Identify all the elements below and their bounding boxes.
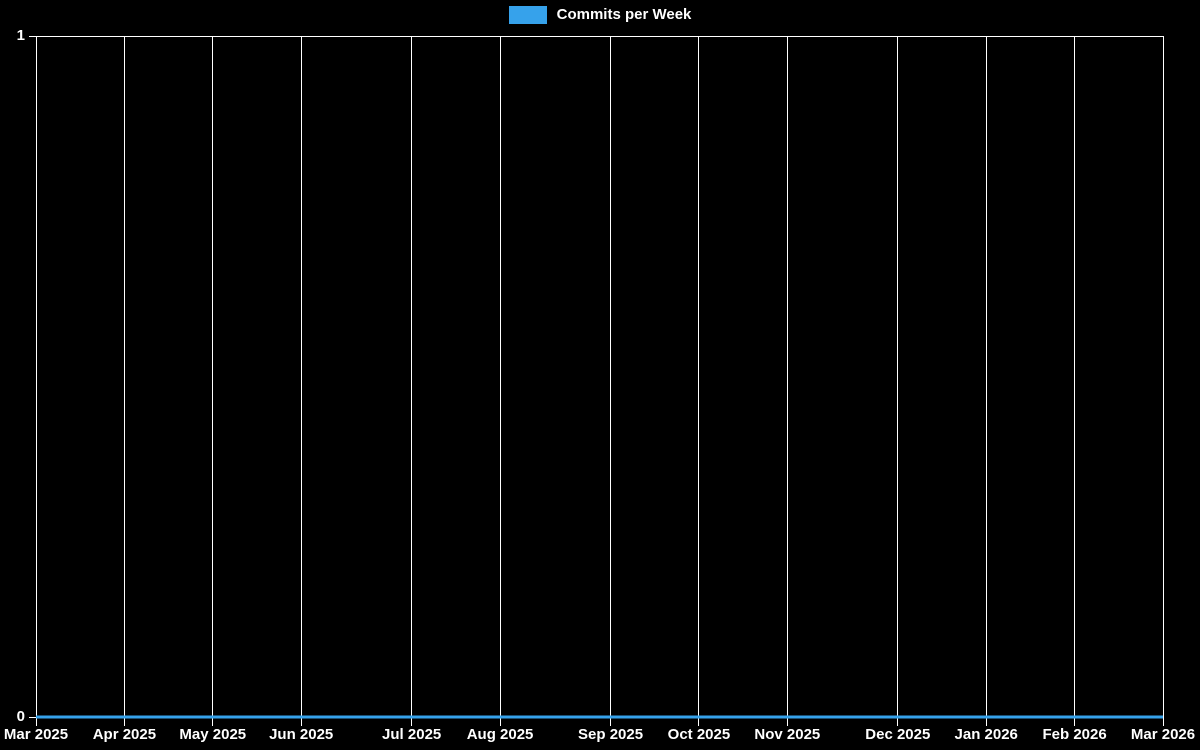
x-tick-label: Jul 2025 xyxy=(382,726,442,743)
vertical-gridline xyxy=(1162,36,1164,726)
y-axis-tick xyxy=(29,35,36,37)
vertical-gridline xyxy=(499,36,501,726)
vertical-gridline xyxy=(985,36,987,726)
x-tick-label: May 2025 xyxy=(179,726,247,743)
vertical-gridline xyxy=(212,36,214,726)
x-tick-label: Apr 2025 xyxy=(92,726,157,743)
x-tick-label: Mar 2025 xyxy=(3,726,69,743)
vertical-gridline xyxy=(786,36,788,726)
x-tick-label: Jan 2026 xyxy=(954,726,1018,743)
horizontal-gridline xyxy=(36,35,1163,37)
vertical-gridline xyxy=(123,36,125,726)
vertical-gridline xyxy=(35,36,37,726)
vertical-gridline xyxy=(610,36,612,726)
x-tick-label: Sep 2025 xyxy=(578,726,644,743)
x-tick-label: Feb 2026 xyxy=(1042,726,1107,743)
x-tick-label: Jun 2025 xyxy=(269,726,334,743)
series-line-layer xyxy=(36,36,1163,717)
x-tick-label: Aug 2025 xyxy=(466,726,534,743)
legend: Commits per Week xyxy=(0,6,1200,24)
y-tick-label: 0 xyxy=(16,708,25,725)
vertical-gridline xyxy=(411,36,413,726)
y-tick-label: 1 xyxy=(16,27,25,44)
x-tick-label: Nov 2025 xyxy=(754,726,821,743)
x-tick-label: Dec 2025 xyxy=(865,726,931,743)
vertical-gridline xyxy=(300,36,302,726)
vertical-gridline xyxy=(698,36,700,726)
x-axis-labels: Mar 2025 Apr 2025 May 2025 Jun 2025 Jul 2025… xyxy=(4,726,1195,746)
vertical-gridline xyxy=(1074,36,1076,726)
x-tick-label: Oct 2025 xyxy=(667,726,731,743)
legend-swatch-icon xyxy=(508,6,547,24)
y-axis-tick xyxy=(29,716,36,718)
vertical-gridline xyxy=(897,36,899,726)
x-tick-label: Mar 2026 xyxy=(1130,726,1196,743)
legend-label: Commits per Week xyxy=(556,6,692,23)
